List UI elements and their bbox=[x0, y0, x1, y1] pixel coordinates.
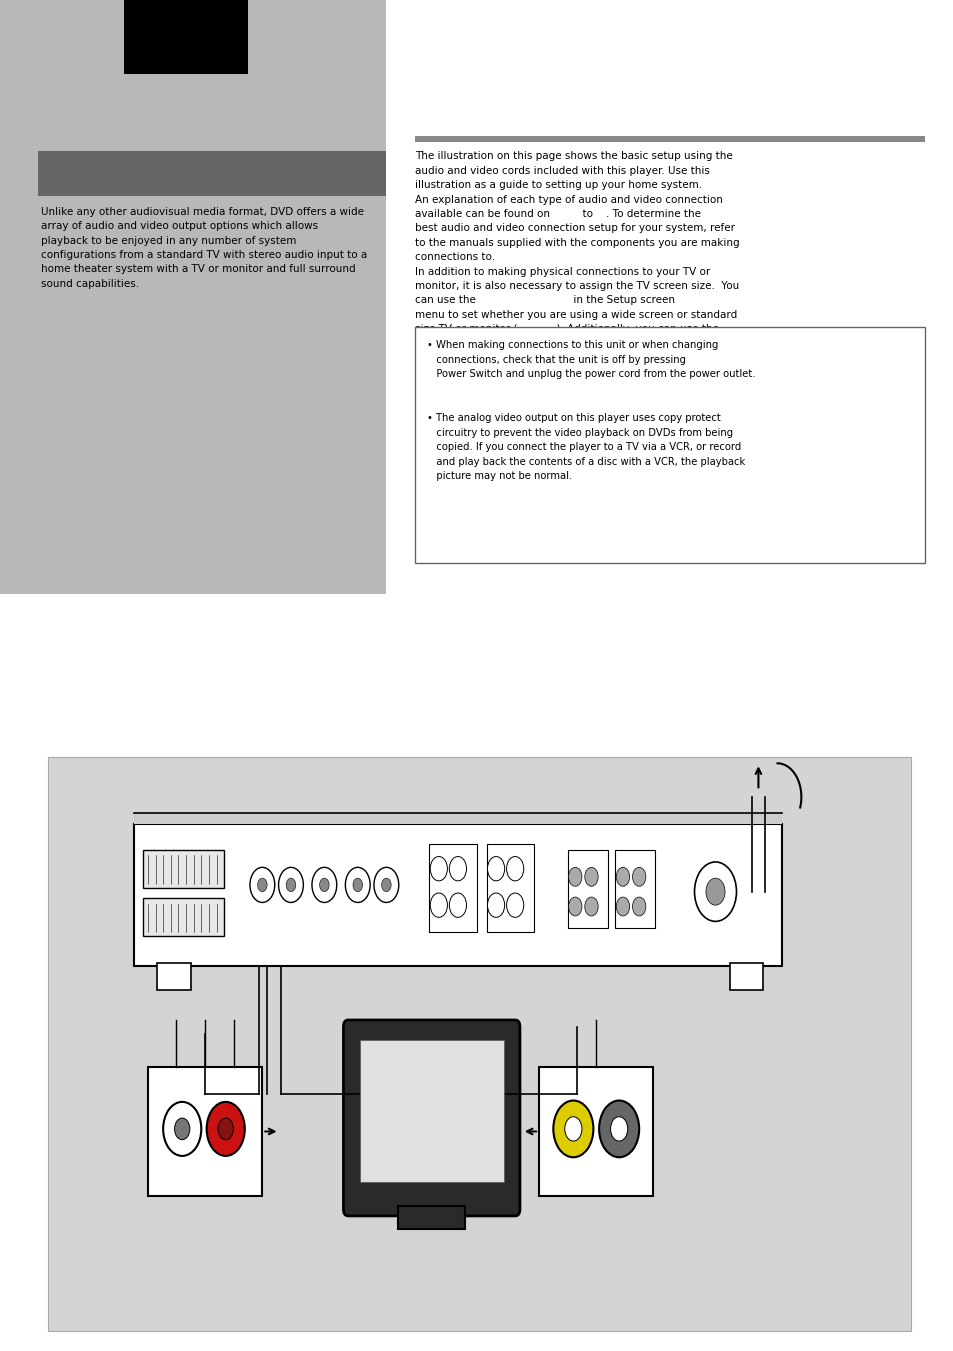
FancyBboxPatch shape bbox=[133, 824, 781, 966]
FancyBboxPatch shape bbox=[486, 844, 534, 932]
Circle shape bbox=[705, 878, 724, 905]
Circle shape bbox=[207, 1102, 245, 1156]
FancyBboxPatch shape bbox=[429, 844, 476, 932]
FancyBboxPatch shape bbox=[124, 0, 248, 74]
FancyBboxPatch shape bbox=[415, 327, 924, 563]
Circle shape bbox=[319, 878, 329, 892]
FancyBboxPatch shape bbox=[157, 963, 191, 990]
Circle shape bbox=[598, 1101, 639, 1158]
Circle shape bbox=[506, 857, 523, 881]
FancyBboxPatch shape bbox=[398, 1206, 464, 1229]
Circle shape bbox=[449, 857, 466, 881]
Circle shape bbox=[610, 1117, 627, 1142]
Circle shape bbox=[568, 867, 581, 886]
Circle shape bbox=[430, 857, 447, 881]
Circle shape bbox=[353, 878, 362, 892]
Circle shape bbox=[487, 893, 504, 917]
FancyBboxPatch shape bbox=[38, 151, 386, 196]
Circle shape bbox=[632, 867, 645, 886]
Circle shape bbox=[345, 867, 370, 902]
Circle shape bbox=[616, 897, 629, 916]
FancyBboxPatch shape bbox=[0, 0, 386, 594]
Circle shape bbox=[430, 893, 447, 917]
Circle shape bbox=[694, 862, 736, 921]
Circle shape bbox=[381, 878, 391, 892]
FancyBboxPatch shape bbox=[343, 1020, 519, 1216]
FancyBboxPatch shape bbox=[729, 963, 762, 990]
Circle shape bbox=[449, 893, 466, 917]
Text: • The analog video output on this player uses copy protect
   circuitry to preve: • The analog video output on this player… bbox=[427, 413, 745, 481]
Circle shape bbox=[616, 867, 629, 886]
Circle shape bbox=[632, 897, 645, 916]
FancyBboxPatch shape bbox=[143, 898, 224, 936]
Circle shape bbox=[278, 867, 303, 902]
FancyBboxPatch shape bbox=[143, 850, 224, 888]
Text: • When making connections to this unit or when changing
   connections, check th: • When making connections to this unit o… bbox=[427, 340, 755, 380]
FancyBboxPatch shape bbox=[567, 850, 607, 928]
FancyBboxPatch shape bbox=[48, 757, 910, 1331]
Circle shape bbox=[163, 1102, 201, 1156]
Circle shape bbox=[584, 897, 598, 916]
Circle shape bbox=[506, 893, 523, 917]
FancyBboxPatch shape bbox=[148, 1067, 262, 1196]
Circle shape bbox=[374, 867, 398, 902]
Circle shape bbox=[174, 1119, 190, 1140]
FancyBboxPatch shape bbox=[538, 1067, 653, 1196]
FancyBboxPatch shape bbox=[615, 850, 655, 928]
Circle shape bbox=[312, 867, 336, 902]
Circle shape bbox=[218, 1119, 233, 1140]
Circle shape bbox=[553, 1101, 593, 1158]
Text: The illustration on this page shows the basic setup using the
audio and video co: The illustration on this page shows the … bbox=[415, 151, 739, 363]
Circle shape bbox=[257, 878, 267, 892]
Circle shape bbox=[564, 1117, 581, 1142]
FancyBboxPatch shape bbox=[359, 1040, 503, 1182]
Circle shape bbox=[487, 857, 504, 881]
Text: Unlike any other audiovisual media format, DVD offers a wide
array of audio and : Unlike any other audiovisual media forma… bbox=[41, 207, 367, 289]
FancyBboxPatch shape bbox=[133, 813, 781, 824]
Circle shape bbox=[250, 867, 274, 902]
Circle shape bbox=[584, 867, 598, 886]
Circle shape bbox=[286, 878, 295, 892]
Circle shape bbox=[568, 897, 581, 916]
FancyBboxPatch shape bbox=[415, 136, 924, 142]
